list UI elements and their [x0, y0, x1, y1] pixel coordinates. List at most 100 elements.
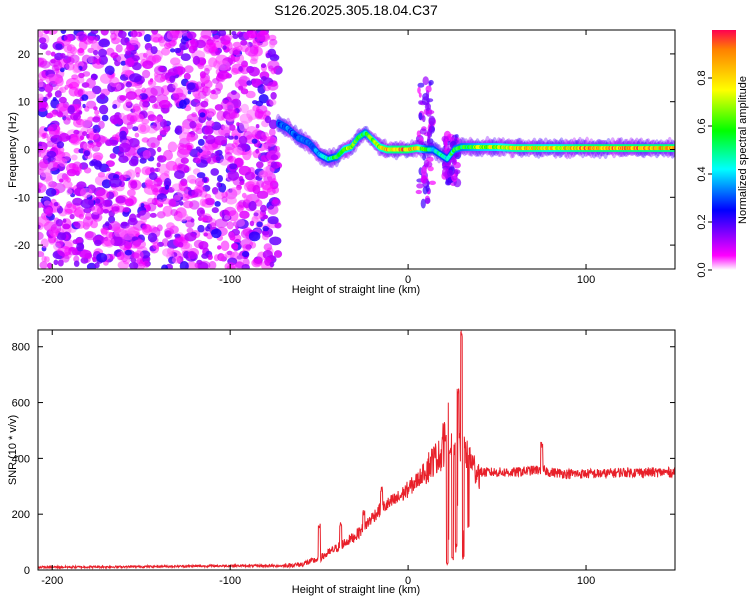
heatmap-noise-cell: [98, 38, 110, 48]
heatmap-noise-cell: [189, 121, 197, 129]
heatmap-noise-cell: [99, 136, 108, 143]
heatmap-noise-cell: [149, 212, 157, 218]
heatmap-burst-cell: [443, 138, 448, 148]
snr-y-label: SNR (10 * v/v): [7, 415, 19, 485]
heatmap-noise-cell: [157, 66, 165, 72]
heatmap-noise-cell: [80, 118, 92, 129]
heatmap-noise-cell: [161, 47, 171, 56]
heatmap-noise-cell: [180, 53, 191, 61]
heatmap-burst-cell: [418, 112, 423, 121]
heatmap-noise-cell: [40, 238, 49, 249]
colorbar-tick-label: 0.4: [696, 166, 708, 181]
heatmap-noise-cell: [47, 91, 53, 98]
heatmap-noise-cell: [98, 48, 107, 58]
heatmap-noise-cell: [179, 99, 187, 110]
heatmap-noise-cell: [79, 249, 92, 259]
heatmap-noise-cell: [217, 175, 223, 183]
heatmap-noise-cell: [238, 120, 250, 132]
heatmap-burst-cell: [416, 183, 424, 189]
heatmap-noise-cell: [191, 188, 203, 198]
heatmap-noise-cell: [246, 125, 258, 136]
heatmap-noise-cell: [125, 91, 137, 100]
heatmap-noise-cell: [58, 157, 68, 167]
heatmap-noise-cell: [255, 161, 264, 169]
heatmap-noise-cell: [135, 94, 142, 100]
heatmap-noise-cell: [196, 172, 206, 179]
heatmap-noise-cell: [38, 224, 41, 229]
heatmap-burst-cell: [418, 137, 424, 147]
heatmap-noise-cell: [269, 236, 282, 246]
heatmap-noise-cell: [121, 114, 136, 126]
heatmap-burst-cell: [446, 169, 454, 177]
heatmap-noise-cell: [124, 249, 132, 256]
heatmap-noise-cell: [158, 163, 171, 175]
heatmap-noise-cell: [66, 168, 77, 177]
snr-ytick-label: 800: [12, 342, 30, 354]
heatmap-noise-cell: [256, 221, 263, 228]
heatmap-noise-cell: [179, 201, 184, 206]
heatmap-noise-cell: [166, 222, 175, 230]
heatmap-noise-cell: [255, 124, 260, 129]
heatmap-noise-cell: [131, 62, 142, 71]
heatmap-noise-cell: [50, 51, 56, 57]
heatmap-noise-cell: [103, 237, 115, 247]
heatmap-noise-cell: [99, 93, 106, 100]
heatmap-noise-cell: [92, 85, 102, 95]
heatmap-noise-cell: [159, 127, 169, 135]
heatmap-noise-cell: [152, 121, 161, 131]
heatmap-noise-cell: [204, 126, 213, 136]
heatmap-noise-cell: [141, 224, 148, 230]
spectrogram-ytick-label: 0: [24, 145, 30, 157]
heatmap-noise-cell: [184, 65, 194, 74]
heatmap-noise-cell: [110, 52, 119, 59]
heatmap-noise-cell: [267, 81, 279, 91]
spectrogram-ytick-label: -10: [14, 192, 30, 204]
heatmap-noise-cell: [234, 53, 245, 64]
heatmap-noise-cell: [258, 170, 269, 179]
heatmap-noise-cell: [83, 167, 92, 174]
heatmap-noise-cell: [238, 66, 244, 72]
spectrogram-xtick-label: -100: [219, 274, 241, 286]
heatmap-noise-cell: [147, 197, 155, 204]
heatmap-noise-cell: [79, 135, 84, 141]
heatmap-noise-cell: [90, 30, 99, 35]
heatmap-noise-cell: [211, 207, 219, 214]
heatmap-noise-cell: [43, 200, 51, 206]
heatmap-noise-cell: [231, 31, 237, 36]
heatmap-noise-cell: [249, 58, 258, 65]
heatmap-noise-cell: [39, 60, 51, 69]
heatmap-noise-cell: [100, 73, 112, 84]
heatmap-noise-cell: [207, 254, 213, 260]
heatmap-noise-cell: [222, 108, 236, 120]
heatmap-noise-cell: [81, 94, 89, 101]
heatmap-noise-cell: [142, 149, 151, 159]
heatmap-noise-cell: [146, 137, 160, 149]
snr-xtick-label: 100: [577, 575, 595, 587]
heatmap-noise-cell: [164, 177, 172, 187]
heatmap-noise-cell: [78, 213, 84, 220]
heatmap-noise-cell: [95, 189, 110, 200]
heatmap-noise-cell: [270, 92, 277, 100]
heatmap-noise-cell: [116, 251, 125, 261]
heatmap-noise-cell: [250, 78, 262, 87]
heatmap-noise-cell: [199, 71, 206, 79]
heatmap-noise-cell: [59, 178, 64, 183]
heatmap-noise-cell: [92, 55, 102, 64]
heatmap-noise-cell: [60, 53, 66, 59]
heatmap-noise-cell: [125, 50, 132, 56]
heatmap-noise-cell: [192, 55, 201, 65]
heatmap-noise-cell: [228, 231, 235, 239]
heatmap-noise-cell: [86, 133, 97, 141]
snr-frame: [37, 329, 676, 571]
heatmap-noise-cell: [172, 164, 179, 172]
heatmap-noise-cell: [170, 48, 175, 53]
heatmap-noise-cell: [136, 213, 141, 218]
heatmap-noise-cell: [111, 134, 120, 141]
heatmap-noise-cell: [73, 129, 80, 135]
heatmap-noise-cell: [118, 142, 131, 153]
heatmap-noise-cell: [100, 227, 109, 235]
heatmap-noise-cell: [227, 170, 240, 181]
heatmap-noise-cell: [49, 110, 58, 118]
snr-panel: -200 -100 0 100 0 200 400 600 800 Height of stra…: [7, 329, 676, 596]
